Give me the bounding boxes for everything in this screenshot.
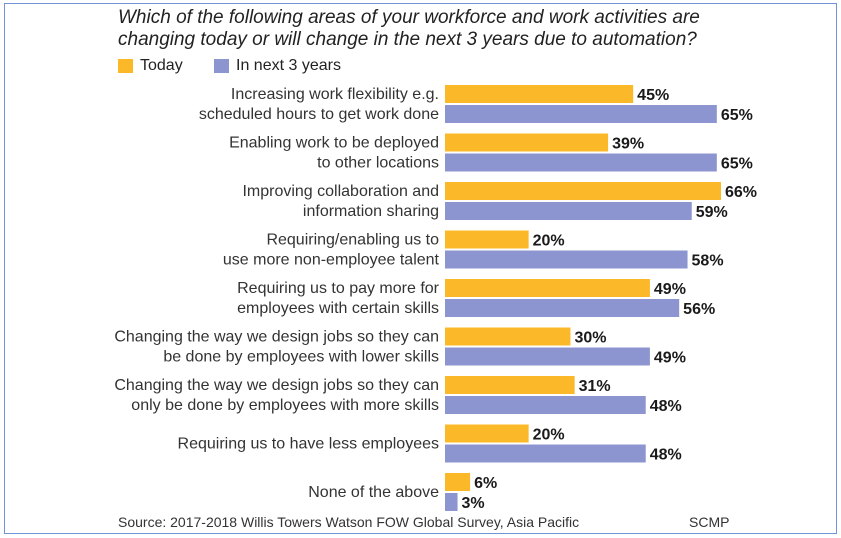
value-label: 65% [721, 156, 753, 173]
legend-next-label: In next 3 years [236, 57, 341, 74]
category-label: Requiring us to have less employees [178, 436, 439, 453]
category-label-line: Changing the way we design jobs so they … [114, 329, 439, 346]
bar-today [445, 85, 634, 103]
bar-today [445, 133, 609, 152]
category-label-line: Requiring us to pay more for [237, 280, 440, 297]
bar-today [445, 376, 575, 394]
category-label-line: scheduled hours to get work done [199, 106, 439, 123]
brand-label: SCMP [689, 514, 730, 530]
category-label: Improving collaboration and information s… [242, 183, 439, 220]
category-label: Increasing work flexibility e.g. schedule… [199, 86, 439, 123]
category-label-line: Requiring us to have less employees [178, 436, 439, 453]
category-label: None of the above [308, 484, 439, 501]
category-label-line: be done by employees with lower skills [163, 349, 439, 366]
value-label: 49% [654, 281, 686, 298]
category-label: Enabling work to be deployed to other loc… [229, 135, 439, 172]
value-label: 20% [533, 233, 565, 250]
bar-today [445, 230, 529, 249]
bar-next-3-years [445, 347, 650, 366]
legend-next-3-years: In next 3 years [214, 57, 341, 75]
legend-today-label: Today [140, 57, 183, 74]
category-label: Requiring us to pay more for employees wi… [237, 280, 440, 317]
category-label: Requiring/enabling us to use more non-emp… [223, 232, 440, 269]
value-label: 56% [683, 301, 715, 318]
bar-next-3-years [445, 202, 692, 220]
chart-title-line-2: changing today or will change in the nex… [118, 29, 697, 50]
value-label: 3% [462, 495, 485, 512]
chart-frame [4, 3, 837, 534]
value-label: 45% [637, 87, 669, 104]
category-label-line: information sharing [303, 203, 439, 220]
legend-today: Today [118, 57, 183, 75]
value-label: 6% [474, 475, 497, 492]
legend-next-swatch [214, 59, 229, 73]
value-label: 49% [654, 350, 686, 367]
value-label: 58% [692, 253, 724, 270]
category-label-line: employees with certain skills [237, 300, 439, 317]
value-label: 48% [650, 398, 682, 415]
bar-next-3-years [445, 396, 646, 414]
category-label-line: Enabling work to be deployed [229, 135, 439, 152]
category-label-line: only be done by employees with more skil… [131, 397, 439, 414]
bar-next-3-years [445, 105, 717, 123]
bar-next-3-years [445, 250, 688, 269]
bar-today [445, 424, 529, 443]
bar-next-3-years [445, 299, 680, 317]
category-label-line: Requiring/enabling us to [266, 232, 439, 249]
source-note: Source: 2017-2018 Willis Towers Watson F… [118, 514, 580, 530]
category-label-line: Increasing work flexibility e.g. [231, 86, 439, 103]
value-label: 66% [725, 184, 757, 201]
category-label-line: Changing the way we design jobs so they … [114, 377, 439, 394]
category-label-line: None of the above [308, 484, 439, 501]
bar-next-3-years [445, 444, 646, 463]
category-label-line: Improving collaboration and [242, 183, 439, 200]
bar-today [445, 182, 721, 200]
bar-today [445, 473, 471, 491]
value-label: 65% [721, 107, 753, 124]
value-label: 39% [612, 136, 644, 153]
value-label: 31% [579, 378, 611, 395]
value-label: 48% [650, 447, 682, 464]
category-label-line: to other locations [317, 155, 439, 172]
bar-today [445, 279, 650, 297]
bar-next-3-years [445, 153, 717, 172]
value-label: 20% [533, 427, 565, 444]
bar-today [445, 327, 571, 346]
chart-title-line-1: Which of the following areas of your wor… [118, 7, 700, 28]
value-label: 59% [696, 204, 728, 221]
bar-next-3-years [445, 493, 458, 511]
value-label: 30% [574, 330, 606, 347]
category-label-line: use more non-employee talent [223, 252, 440, 269]
category-label: Changing the way we design jobs so they … [114, 329, 439, 366]
category-label: Changing the way we design jobs so they … [114, 377, 439, 414]
legend-today-swatch [118, 59, 133, 73]
